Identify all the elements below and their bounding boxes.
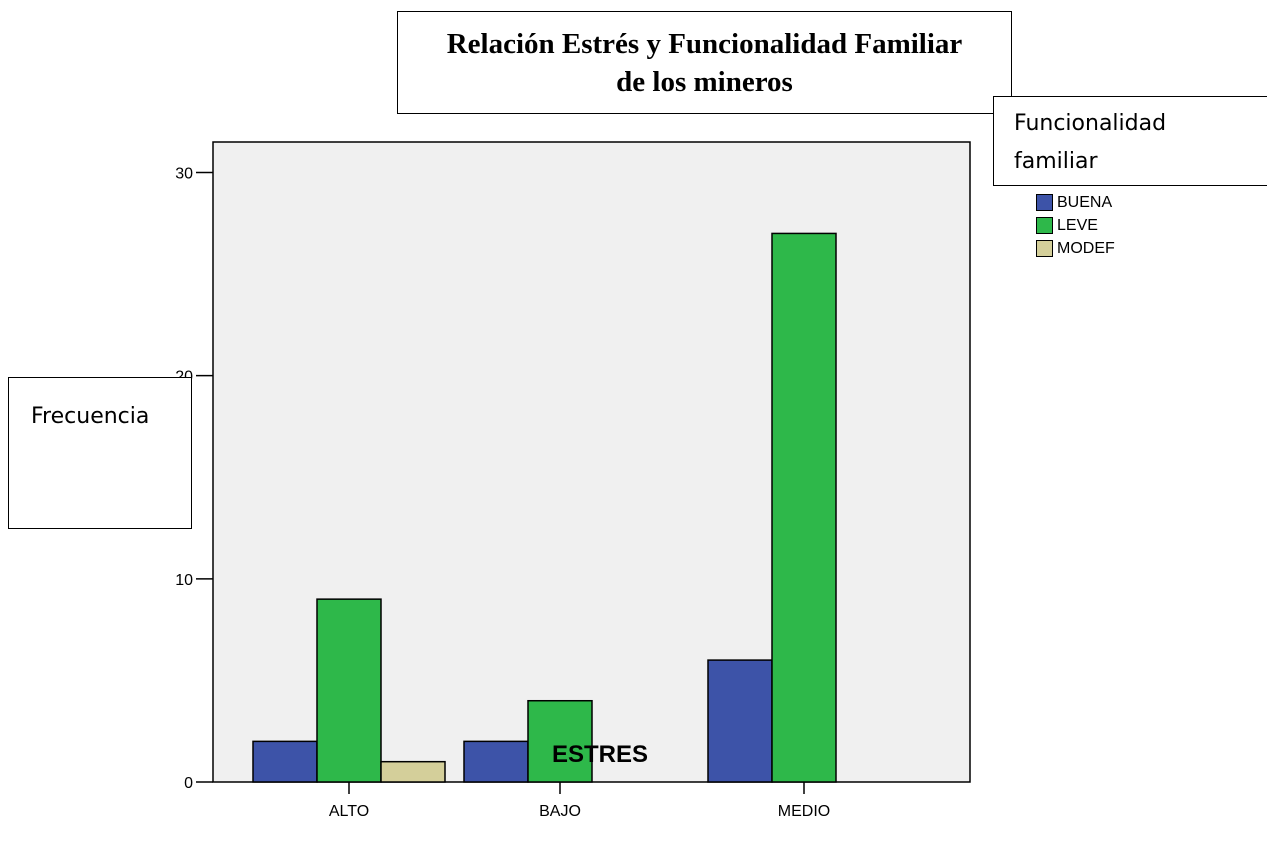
legend-title-line-2: familiar [1014, 149, 1098, 174]
legend-swatch-buena [1036, 194, 1053, 211]
bar-leve-medio [771, 232, 837, 783]
y-tick-label-0: 0 [184, 775, 193, 792]
legend-label-buena: BUENA [1057, 193, 1113, 211]
x-axis-label: ESTRES [551, 741, 649, 768]
legend-item-moderada: MODEF [1036, 237, 1126, 260]
y-tick-label-10: 10 [175, 572, 193, 589]
legend: BUENA LEVE MODEF [1036, 191, 1126, 260]
bar-leve-alto [316, 598, 382, 783]
bar-buena-alto [252, 740, 318, 783]
x-tick-label-medio: MEDIO [778, 803, 830, 820]
chart-title-line-1: Relación Estrés y Funcionalidad Familiar [446, 27, 963, 60]
bar-buena-medio [707, 659, 773, 783]
legend-label-moderada: MODEF [1057, 239, 1115, 257]
chart-title-box: Relación Estrés y Funcionalidad Familiar… [397, 11, 1012, 114]
bar-buena-bajo [463, 740, 529, 783]
bar-moderada-alto [380, 760, 446, 783]
chart-title-line-2: de los mineros [616, 65, 793, 98]
legend-swatch-moderada [1036, 240, 1053, 257]
x-tick-label-bajo: BAJO [539, 803, 581, 820]
legend-title-line-1: Funcionalidad [1014, 111, 1167, 136]
y-axis-label: Frecuencia [31, 404, 150, 429]
legend-item-buena: BUENA [1036, 191, 1126, 214]
y-tick-label-30: 30 [175, 165, 193, 182]
x-tick-label-alto: ALTO [329, 803, 369, 820]
y-axis-label-box: Frecuencia [8, 377, 192, 529]
legend-title-box: Funcionalidad familiar [993, 96, 1267, 186]
legend-label-leve: LEVE [1057, 216, 1098, 234]
legend-swatch-leve [1036, 217, 1053, 234]
legend-item-leve: LEVE [1036, 214, 1126, 237]
